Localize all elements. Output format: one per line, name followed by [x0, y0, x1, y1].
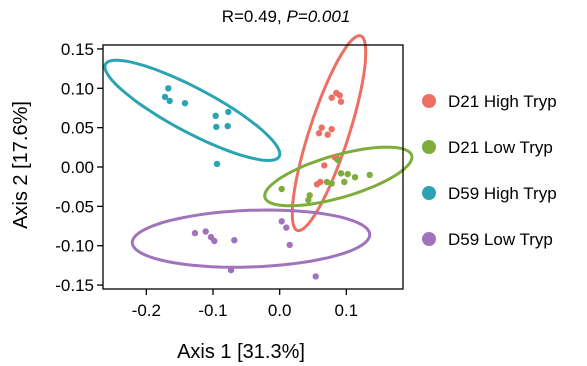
chart-title: R=0.49, P=0.001	[222, 7, 351, 26]
point-d59-high-tryp	[161, 93, 169, 101]
legend-marker-d21-high-tryp	[422, 94, 436, 108]
point-d59-low-tryp	[211, 237, 218, 245]
point-d21-high-tryp	[313, 181, 321, 188]
point-d59-high-tryp	[212, 112, 219, 120]
y-tick-label: 0.10	[61, 79, 94, 98]
point-d59-low-tryp	[202, 228, 209, 235]
point-d21-low-tryp	[344, 170, 351, 178]
x-tick-label: 0.0	[268, 301, 292, 320]
x-axis-title: Axis 1 [31.3%]	[177, 341, 305, 363]
data-points	[161, 85, 373, 280]
point-d59-high-tryp	[181, 100, 189, 107]
point-d59-low-tryp	[191, 229, 199, 237]
point-d59-high-tryp	[213, 123, 220, 131]
x-axis: -0.2 -0.1 0.0 0.1	[132, 289, 358, 320]
x-tick-label: -0.2	[132, 301, 161, 320]
point-d59-high-tryp	[225, 108, 232, 116]
legend-marker-d59-high-tryp	[422, 186, 436, 200]
point-d21-low-tryp	[351, 174, 359, 181]
point-d59-low-tryp	[278, 218, 285, 225]
plot-frame	[102, 44, 404, 290]
point-d21-low-tryp	[337, 170, 345, 177]
point-d21-high-tryp	[336, 92, 343, 99]
legend: D21 High Tryp D21 Low Tryp D59 High Tryp D5…	[422, 92, 557, 249]
point-d21-high-tryp	[328, 94, 335, 101]
x-tick-label: -0.1	[198, 301, 227, 320]
confidence-ellipses	[103, 34, 414, 269]
y-tick-label: -0.15	[55, 276, 94, 295]
point-d21-low-tryp	[305, 196, 312, 204]
chart-title-p: P=0.001	[286, 7, 350, 26]
point-d21-high-tryp	[315, 130, 323, 137]
ellipse-d21-high-tryp	[290, 34, 368, 233]
point-d21-low-tryp	[306, 192, 313, 199]
point-d21-low-tryp	[328, 180, 335, 187]
y-tick-label: -0.05	[55, 197, 94, 216]
y-axis-title: Axis 2 [17.6%]	[10, 101, 32, 229]
point-d59-high-tryp	[224, 122, 231, 130]
legend-label-d21-low-tryp: D21 Low Tryp	[448, 138, 553, 157]
ellipse-d21-low-tryp	[263, 145, 414, 208]
point-d21-low-tryp	[341, 178, 348, 186]
point-d59-low-tryp	[231, 237, 238, 244]
point-d59-low-tryp	[312, 273, 319, 280]
y-tick-label: 0.15	[61, 40, 94, 59]
point-d21-high-tryp	[318, 124, 325, 131]
point-d59-high-tryp	[213, 160, 221, 168]
point-d59-low-tryp	[286, 241, 293, 249]
point-d21-low-tryp	[334, 156, 341, 164]
legend-label-d59-high-tryp: D59 High Tryp	[448, 184, 557, 203]
legend-label-d21-high-tryp: D21 High Tryp	[448, 92, 557, 111]
legend-label-d59-low-tryp: D59 Low Tryp	[448, 230, 553, 249]
ellipse-d59-high-tryp	[103, 58, 282, 162]
y-tick-label: -0.10	[55, 237, 94, 256]
legend-marker-d59-low-tryp	[422, 232, 436, 246]
point-d59-low-tryp	[227, 266, 235, 274]
point-d21-low-tryp	[278, 185, 285, 193]
y-tick-label: 0.00	[61, 158, 94, 177]
chart-title-r: R=0.49,	[222, 7, 287, 26]
point-d21-low-tryp	[366, 171, 373, 179]
point-d21-high-tryp	[328, 126, 335, 133]
y-tick-label: 0.05	[61, 119, 94, 138]
point-d21-high-tryp	[337, 98, 345, 105]
point-d59-high-tryp	[166, 97, 173, 105]
legend-marker-d21-low-tryp	[422, 140, 436, 154]
y-axis: 0.15 0.10 0.05 0.00 -0.05 -0.10 -0.15	[55, 40, 103, 295]
point-d59-low-tryp	[283, 224, 290, 231]
point-d21-high-tryp	[321, 162, 328, 169]
point-d21-high-tryp	[324, 131, 331, 138]
point-d59-high-tryp	[165, 85, 172, 92]
x-tick-label: 0.1	[335, 301, 359, 320]
ellipse-d59-low-tryp	[130, 208, 372, 269]
